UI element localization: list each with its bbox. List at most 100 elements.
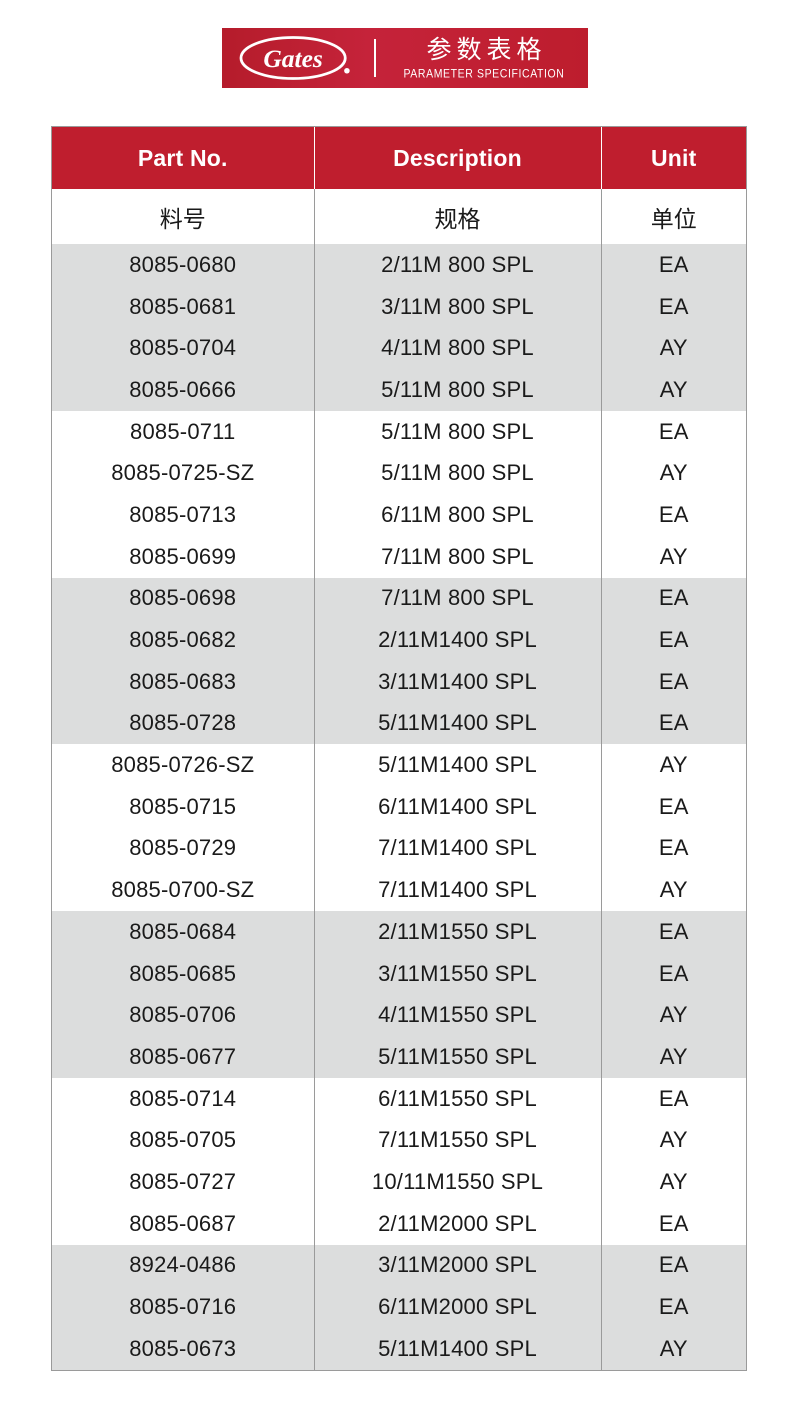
cell-part-no: 8924-0486 [52, 1244, 314, 1287]
table-header-row-en: Part No. Description Unit [52, 127, 746, 189]
cell-part-no: 8085-0698 [52, 577, 314, 620]
table-row: 8085-0687 2/11M2000 SPL EA [52, 1202, 746, 1245]
column-header-unit: Unit [600, 127, 746, 189]
cell-description: 7/11M1550 SPL [313, 1119, 601, 1162]
cell-part-no: 8085-0704 [52, 327, 314, 370]
cell-part-no: 8085-0716 [52, 1286, 314, 1328]
cell-unit: EA [600, 702, 746, 745]
table-row: 8085-0699 7/11M 800 SPL AY [52, 535, 746, 578]
table-row: 8085-0681 3/11M 800 SPL EA [52, 285, 746, 328]
cell-unit: AY [600, 744, 746, 786]
cell-description: 3/11M 800 SPL [313, 285, 601, 328]
cell-description: 2/11M1400 SPL [313, 619, 601, 661]
table-row: 8085-0725-SZ 5/11M 800 SPL AY [52, 452, 746, 495]
cell-description: 4/11M1550 SPL [313, 994, 601, 1037]
cell-description: 6/11M2000 SPL [313, 1286, 601, 1328]
cell-unit: AY [600, 1119, 746, 1162]
cell-unit: EA [600, 577, 746, 620]
cell-unit: EA [600, 1077, 746, 1120]
table-row: 8085-0698 7/11M 800 SPL EA [52, 577, 746, 620]
cell-part-no: 8085-0714 [52, 1077, 314, 1120]
banner-text-block: 参数表格 PARAMETER SPECIFICATION [390, 35, 578, 81]
cell-unit: AY [600, 1036, 746, 1078]
cell-unit: EA [600, 952, 746, 995]
spec-table: Part No. Description Unit 料号 规格 单位 8085-… [52, 127, 746, 1370]
table-row: 8085-0673 5/11M1400 SPL AY [52, 1327, 746, 1370]
cell-part-no: 8085-0705 [52, 1119, 314, 1162]
cell-part-no: 8085-0729 [52, 827, 314, 870]
cell-unit: AY [600, 994, 746, 1037]
cell-description: 10/11M1550 SPL [313, 1161, 601, 1203]
table-row: 8085-0728 5/11M1400 SPL EA [52, 702, 746, 745]
cell-part-no: 8085-0680 [52, 244, 314, 286]
cell-description: 5/11M 800 SPL [313, 369, 601, 411]
table-row: 8085-0713 6/11M 800 SPL EA [52, 494, 746, 536]
gates-logo: Gates [239, 36, 350, 80]
cell-description: 5/11M1400 SPL [313, 702, 601, 745]
cell-part-no: 8085-0684 [52, 911, 314, 953]
cell-unit: EA [600, 1286, 746, 1328]
table-row: 8085-0680 2/11M 800 SPL EA [52, 244, 746, 286]
banner-title-en: PARAMETER SPECIFICATION [403, 66, 565, 81]
table-body: 8085-0680 2/11M 800 SPL EA 8085-0681 3/11M 8… [52, 244, 746, 1370]
cell-description: 6/11M 800 SPL [313, 494, 601, 536]
table-row: 8085-0716 6/11M2000 SPL EA [52, 1286, 746, 1328]
cell-description: 5/11M 800 SPL [313, 410, 601, 453]
cell-description: 5/11M1400 SPL [313, 1327, 601, 1370]
cell-unit: EA [600, 244, 746, 286]
cell-unit: AY [600, 369, 746, 411]
table-row: 8085-0685 3/11M1550 SPL EA [52, 952, 746, 995]
banner-divider [374, 39, 376, 77]
cell-unit: AY [600, 452, 746, 495]
table-row: 8085-0727 10/11M1550 SPL AY [52, 1161, 746, 1203]
cell-part-no: 8085-0713 [52, 494, 314, 536]
cell-description: 3/11M2000 SPL [313, 1244, 601, 1287]
cell-unit: EA [600, 494, 746, 536]
svg-text:Gates: Gates [263, 44, 323, 73]
table-row: 8085-0683 3/11M1400 SPL EA [52, 660, 746, 703]
cell-description: 3/11M1400 SPL [313, 660, 601, 703]
table-row: 8085-0666 5/11M 800 SPL AY [52, 369, 746, 411]
table-row: 8085-0715 6/11M1400 SPL EA [52, 785, 746, 828]
table-row: 8085-0729 7/11M1400 SPL EA [52, 827, 746, 870]
table-row: 8085-0706 4/11M1550 SPL AY [52, 994, 746, 1037]
cell-part-no: 8085-0673 [52, 1327, 314, 1370]
cell-description: 2/11M2000 SPL [313, 1202, 601, 1245]
banner-title-cn: 参数表格 [426, 35, 547, 64]
brand-banner: Gates 参数表格 PARAMETER SPECIFICATION [222, 28, 588, 88]
cell-description: 7/11M1400 SPL [313, 869, 601, 911]
table-row: 8085-0704 4/11M 800 SPL AY [52, 327, 746, 370]
cell-part-no: 8085-0727 [52, 1161, 314, 1203]
column-subheader-unit: 单位 [600, 189, 746, 244]
cell-part-no: 8085-0666 [52, 369, 314, 411]
column-subheader-part-no: 料号 [52, 189, 314, 244]
cell-unit: EA [600, 285, 746, 328]
cell-part-no: 8085-0699 [52, 535, 314, 578]
cell-unit: EA [600, 827, 746, 870]
column-header-description: Description [313, 127, 601, 189]
table-header-row-cn: 料号 规格 单位 [52, 189, 746, 244]
cell-description: 3/11M1550 SPL [313, 952, 601, 995]
cell-part-no: 8085-0681 [52, 285, 314, 328]
table-row: 8085-0714 6/11M1550 SPL EA [52, 1077, 746, 1120]
cell-part-no: 8085-0685 [52, 952, 314, 995]
table-row: 8085-0684 2/11M1550 SPL EA [52, 911, 746, 953]
cell-part-no: 8085-0682 [52, 619, 314, 661]
table-row: 8085-0700-SZ 7/11M1400 SPL AY [52, 869, 746, 911]
cell-unit: EA [600, 1244, 746, 1287]
spec-table-container: Part No. Description Unit 料号 规格 单位 8085-… [51, 126, 747, 1371]
table-row: 8085-0726-SZ 5/11M1400 SPL AY [52, 744, 746, 786]
column-header-part-no: Part No. [52, 127, 314, 189]
cell-description: 2/11M 800 SPL [313, 244, 601, 286]
cell-part-no: 8085-0706 [52, 994, 314, 1037]
cell-description: 5/11M1400 SPL [313, 744, 601, 786]
cell-description: 2/11M1550 SPL [313, 911, 601, 953]
cell-part-no: 8085-0715 [52, 785, 314, 828]
table-row: 8085-0677 5/11M1550 SPL AY [52, 1036, 746, 1078]
cell-description: 6/11M1550 SPL [313, 1077, 601, 1120]
table-row: 8085-0711 5/11M 800 SPL EA [52, 410, 746, 453]
cell-unit: AY [600, 869, 746, 911]
cell-part-no: 8085-0700-SZ [52, 869, 314, 911]
cell-unit: EA [600, 911, 746, 953]
